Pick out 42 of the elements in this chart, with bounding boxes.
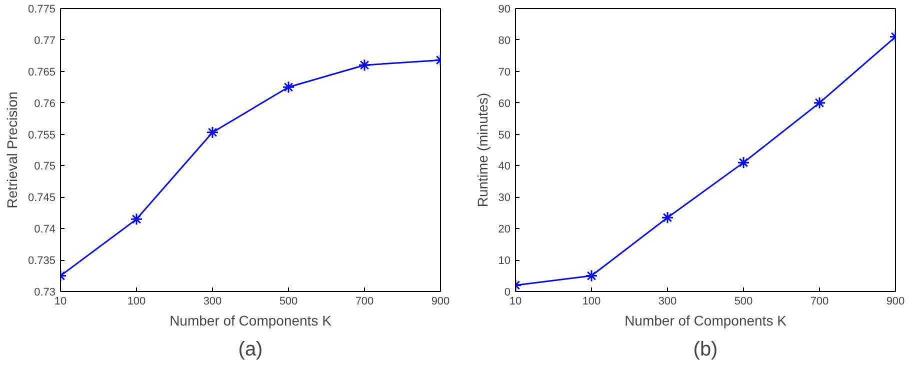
y-tick-label: 0.755 <box>28 129 56 142</box>
x-tick-label: 500 <box>279 296 298 308</box>
y-tick-label: 0.745 <box>28 192 56 204</box>
y-tick-label: 0.77 <box>34 34 56 47</box>
x-tick-label: 300 <box>203 296 222 308</box>
y-tick-label: 50 <box>498 129 511 142</box>
x-tick-label: 900 <box>431 296 450 308</box>
x-tick-label: 700 <box>355 296 374 308</box>
x-tick-label: 900 <box>886 296 905 308</box>
y-tick-label: 0.73 <box>34 286 56 298</box>
x-tick-label: 500 <box>734 296 753 308</box>
text: (b) <box>693 338 718 360</box>
x-tick-label: 300 <box>658 296 677 308</box>
y-tick-label: 30 <box>498 192 511 204</box>
x-tick-label: 100 <box>127 296 146 308</box>
y-tick-label: 90 <box>498 4 511 16</box>
y-tick-label: 80 <box>498 34 511 47</box>
text: (a) <box>238 338 263 360</box>
x-axis-title: Number of Components K <box>170 312 332 328</box>
point <box>737 156 750 169</box>
y-tick-label: 0.775 <box>28 4 56 16</box>
y-tick-label: 0.75 <box>34 160 56 173</box>
x-axis-title: Number of Components K <box>624 312 788 328</box>
point <box>206 126 219 139</box>
y-axis-title: Retrieval Precision <box>4 92 20 208</box>
y-tick-label: 0 <box>504 286 511 298</box>
y-tick-label: 0.735 <box>28 255 56 268</box>
y-tick-label: 20 <box>498 224 511 236</box>
y-tick-label: 0.765 <box>28 66 56 78</box>
y-tick-label: 70 <box>498 66 511 78</box>
y-axis-title: Runtime (minutes) <box>474 92 490 208</box>
x-tick-label: 10 <box>54 296 67 308</box>
x-tick-label: 10 <box>509 296 522 308</box>
y-tick-label: 60 <box>498 98 511 110</box>
point <box>661 211 674 224</box>
y-tick-label: 10 <box>498 255 511 268</box>
y-tick-label: 0.74 <box>34 224 56 236</box>
x-tick-label: 700 <box>810 296 829 308</box>
y-tick-label: 40 <box>498 160 511 173</box>
y-tick-label: 0.76 <box>34 98 56 110</box>
point <box>282 80 295 94</box>
x-tick-label: 100 <box>582 296 601 308</box>
